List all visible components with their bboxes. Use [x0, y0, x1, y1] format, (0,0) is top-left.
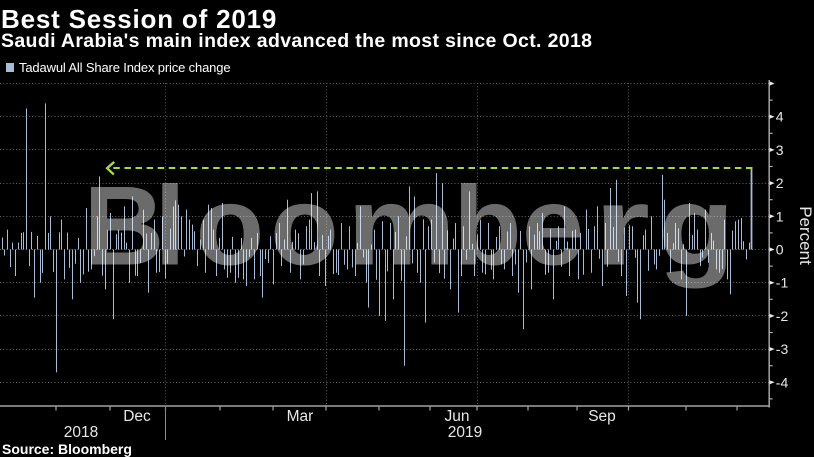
- svg-text:B: B: [84, 164, 165, 289]
- svg-text:2: 2: [776, 175, 784, 191]
- svg-text:b: b: [453, 164, 521, 289]
- svg-text:o: o: [270, 164, 338, 289]
- svg-text:l: l: [154, 164, 185, 289]
- svg-text:-3: -3: [776, 341, 789, 357]
- svg-text:g: g: [659, 164, 735, 289]
- svg-text:2019: 2019: [448, 424, 482, 441]
- svg-text:Mar: Mar: [287, 408, 314, 425]
- svg-text:1: 1: [776, 208, 784, 224]
- svg-text:Sep: Sep: [588, 408, 616, 425]
- svg-text:3: 3: [776, 142, 784, 158]
- svg-text:e: e: [522, 164, 584, 289]
- svg-text:Dec: Dec: [123, 408, 151, 425]
- svg-text:Percent: Percent: [796, 206, 814, 265]
- svg-text:-4: -4: [776, 374, 789, 390]
- svg-text:r: r: [594, 164, 650, 289]
- svg-text:-1: -1: [776, 275, 789, 291]
- svg-text:m: m: [348, 164, 456, 289]
- svg-text:4: 4: [776, 109, 784, 125]
- svg-text:0: 0: [776, 242, 784, 258]
- svg-text:o: o: [196, 164, 264, 289]
- svg-text:2018: 2018: [64, 424, 98, 441]
- svg-text:Jun: Jun: [445, 408, 470, 425]
- svg-text:-2: -2: [776, 308, 789, 324]
